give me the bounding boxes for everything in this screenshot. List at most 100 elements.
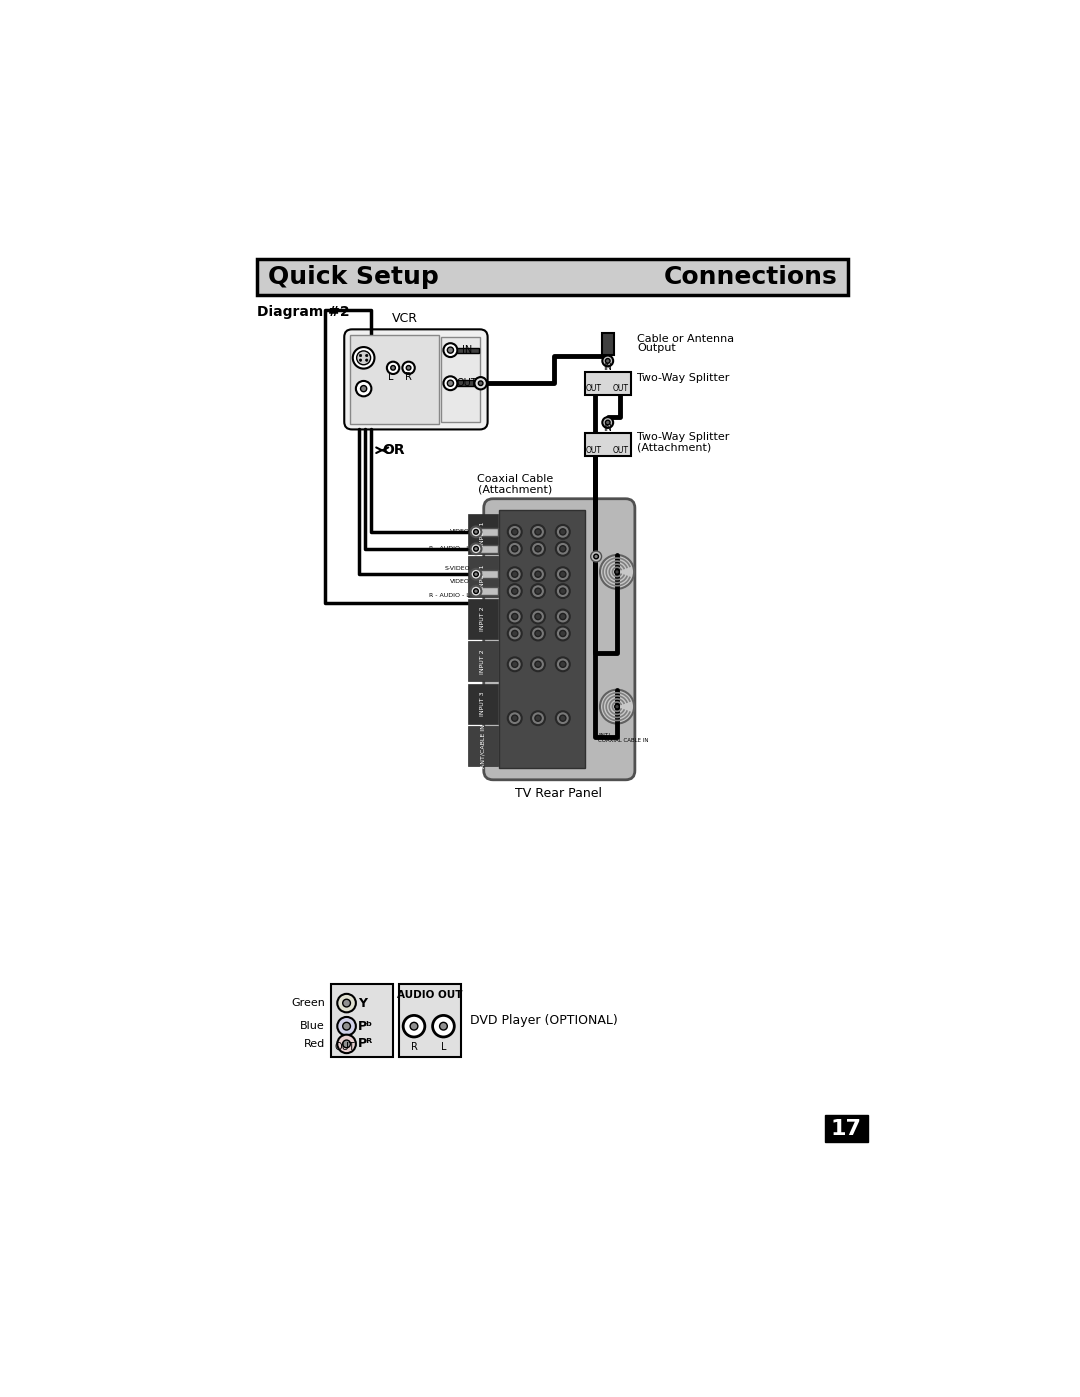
Circle shape	[360, 359, 362, 362]
Circle shape	[471, 569, 482, 580]
Circle shape	[365, 355, 368, 356]
Text: Y: Y	[359, 996, 367, 1010]
Circle shape	[535, 546, 541, 552]
Circle shape	[559, 588, 566, 594]
Circle shape	[606, 420, 610, 425]
Circle shape	[433, 1016, 455, 1037]
Bar	[469, 641, 498, 682]
Bar	[441, 337, 480, 422]
Circle shape	[391, 366, 395, 370]
Text: (Attachment): (Attachment)	[477, 485, 552, 495]
Circle shape	[535, 571, 541, 577]
Circle shape	[531, 609, 545, 623]
Circle shape	[474, 529, 478, 534]
Text: OUT: OUT	[457, 379, 477, 388]
Text: OUT: OUT	[612, 384, 629, 393]
Bar	[476, 587, 498, 595]
Circle shape	[531, 567, 545, 581]
Circle shape	[337, 1035, 356, 1053]
Bar	[399, 983, 460, 1058]
Circle shape	[353, 346, 375, 369]
Text: Pᴿ: Pᴿ	[359, 1038, 374, 1051]
Circle shape	[360, 355, 362, 356]
Bar	[332, 983, 393, 1058]
Circle shape	[591, 550, 602, 562]
Text: IN: IN	[604, 425, 612, 433]
Text: VIDEO: VIDEO	[450, 529, 470, 534]
Circle shape	[356, 351, 370, 365]
Text: IN: IN	[604, 363, 612, 372]
Bar	[584, 433, 631, 457]
Text: S-VIDEO: S-VIDEO	[444, 566, 470, 570]
Circle shape	[403, 1016, 424, 1037]
Circle shape	[556, 584, 570, 598]
Circle shape	[342, 1023, 350, 1030]
Circle shape	[556, 609, 570, 623]
Circle shape	[356, 381, 372, 397]
Text: R - AUDIO - L: R - AUDIO - L	[429, 594, 470, 598]
Circle shape	[600, 555, 634, 588]
Text: Output: Output	[637, 342, 676, 353]
Text: Connections: Connections	[663, 265, 837, 289]
Text: ANT/
COAXIAL CABLE IN: ANT/ COAXIAL CABLE IN	[598, 732, 649, 743]
Circle shape	[508, 567, 522, 581]
Text: VIDEO: VIDEO	[450, 580, 470, 584]
FancyBboxPatch shape	[345, 330, 488, 429]
Circle shape	[508, 658, 522, 671]
Text: OUT: OUT	[585, 384, 602, 393]
Circle shape	[365, 359, 368, 362]
Text: OUT: OUT	[335, 1042, 355, 1052]
Circle shape	[474, 571, 478, 577]
Text: L: L	[388, 372, 393, 383]
FancyBboxPatch shape	[484, 499, 635, 780]
Circle shape	[474, 588, 478, 594]
Circle shape	[615, 570, 619, 574]
Circle shape	[535, 529, 541, 535]
Bar	[458, 348, 480, 353]
Circle shape	[440, 1023, 447, 1030]
Circle shape	[337, 993, 356, 1013]
Circle shape	[406, 366, 410, 370]
Bar	[469, 514, 498, 555]
Circle shape	[531, 584, 545, 598]
Circle shape	[559, 546, 566, 552]
Circle shape	[531, 542, 545, 556]
Text: Two-Way Splitter: Two-Way Splitter	[637, 432, 730, 441]
Bar	[584, 372, 631, 395]
Circle shape	[556, 567, 570, 581]
Bar	[469, 556, 498, 597]
Text: Green: Green	[291, 997, 325, 1009]
Text: R: R	[410, 1042, 418, 1052]
Bar	[476, 570, 498, 578]
Circle shape	[512, 588, 517, 594]
Circle shape	[508, 584, 522, 598]
Circle shape	[512, 613, 517, 620]
Text: OUT: OUT	[585, 446, 602, 455]
Circle shape	[444, 344, 458, 358]
Circle shape	[474, 377, 487, 390]
Circle shape	[444, 376, 458, 390]
Text: DVD Player (OPTIONAL): DVD Player (OPTIONAL)	[470, 1014, 618, 1027]
Circle shape	[471, 527, 482, 538]
Text: Quick Setup: Quick Setup	[268, 265, 440, 289]
Circle shape	[512, 630, 517, 637]
Text: OR: OR	[381, 443, 404, 457]
Circle shape	[559, 529, 566, 535]
Text: INPUT 2: INPUT 2	[481, 648, 486, 673]
Text: Pᵇ: Pᵇ	[359, 1020, 374, 1032]
Bar	[499, 510, 584, 768]
Circle shape	[535, 613, 541, 620]
Circle shape	[535, 661, 541, 668]
Circle shape	[556, 627, 570, 640]
Circle shape	[447, 380, 454, 387]
Circle shape	[531, 525, 545, 539]
Text: Cable or Antenna: Cable or Antenna	[637, 334, 734, 344]
Text: IN: IN	[461, 345, 472, 355]
Bar	[469, 683, 498, 724]
Circle shape	[387, 362, 400, 374]
Circle shape	[512, 529, 517, 535]
Circle shape	[508, 711, 522, 725]
Circle shape	[508, 542, 522, 556]
Bar	[602, 334, 613, 355]
Bar	[825, 1115, 868, 1143]
